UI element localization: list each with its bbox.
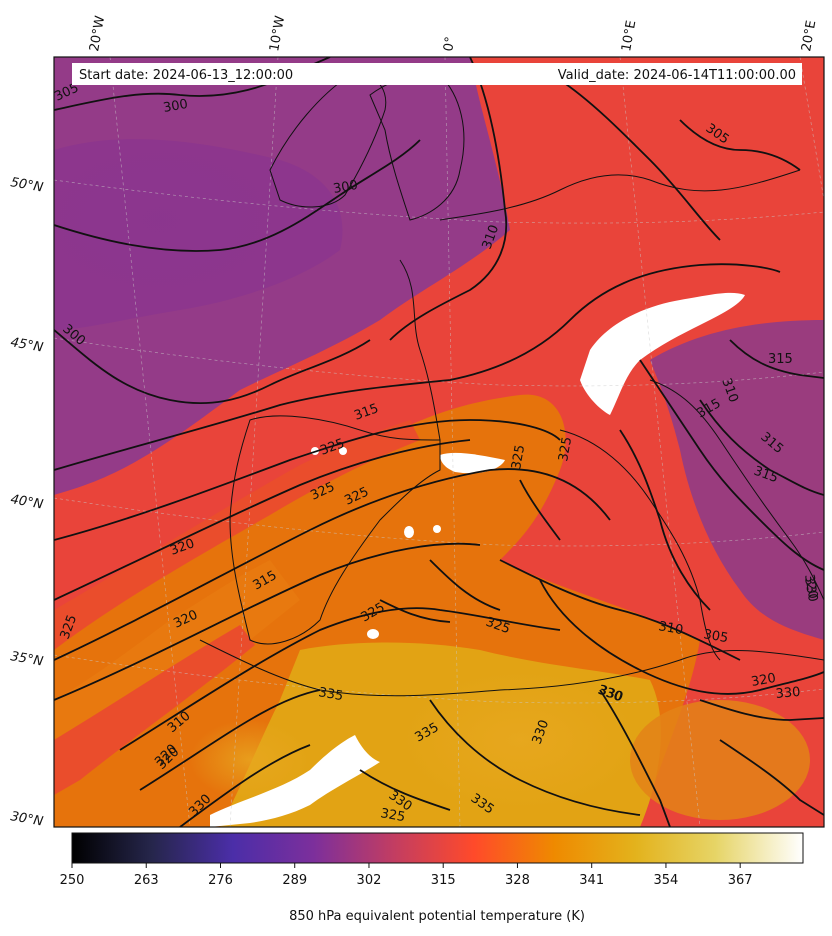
colorbar: 250 263 276 289 302 315 328 341 354 367 850 hPa e… [60, 832, 804, 924]
lon-label: 10°E [619, 19, 639, 52]
colorbar-gradient [71, 832, 804, 864]
contour-label: 325 [379, 806, 406, 825]
lat-label: 30°N [9, 809, 44, 830]
lon-label: 20°E [799, 19, 819, 52]
contour-label: 325 [556, 436, 575, 463]
contour-label: 335 [317, 685, 344, 704]
colorbar-tick-label: 328 [505, 873, 530, 888]
header-box [72, 63, 802, 85]
colorbar-tick-label: 250 [60, 873, 85, 888]
contour-label: 325 [509, 444, 528, 471]
lon-label: 10°W [267, 15, 288, 53]
longitude-labels: 20°W 10°W 0° 10°E 20°E [87, 15, 819, 53]
contour-label: 310 [657, 619, 684, 638]
lat-label: 50°N [9, 175, 44, 196]
contour-label: 315 [768, 352, 793, 367]
colorbar-tick-label: 302 [357, 873, 382, 888]
theta-e-field [54, 57, 824, 827]
contour-label: 300 [162, 97, 189, 116]
contour-label: 300 [332, 178, 359, 197]
colorbar-tick-label: 367 [728, 873, 753, 888]
valid-date: Valid_date: 2024-06-14T11:00:00.00 [558, 68, 796, 83]
contour-label: 330 [775, 685, 801, 702]
contour-label: 320 [750, 671, 777, 690]
contour-label: 305 [702, 627, 729, 646]
region-purple-east [650, 320, 824, 640]
colorbar-tick-label: 289 [282, 873, 307, 888]
map-frame [53, 56, 825, 828]
contour-label: 320 [801, 573, 820, 600]
lat-label: 45°N [9, 335, 44, 356]
lon-label: 20°W [87, 15, 108, 53]
lat-label: 40°N [9, 492, 44, 513]
colorbar-tick-label: 341 [579, 873, 604, 888]
lat-label: 35°N [9, 649, 44, 670]
theta-e-contours [54, 57, 824, 827]
colorbar-label: 850 hPa equivalent potential temperature… [289, 909, 585, 924]
start-date: Start date: 2024-06-13_12:00:00 [79, 68, 293, 83]
contour-labels: 305 300 300 300 310 305 315 325 325 325 … [52, 81, 820, 826]
colorbar-tick-label: 276 [208, 873, 233, 888]
masked-terrain [210, 292, 745, 827]
latitude-labels: 50°N 45°N 40°N 35°N 30°N [9, 175, 44, 830]
lon-label: 0° [441, 36, 458, 53]
colorbar-ticks: 250 263 276 289 302 315 328 341 354 367 [60, 863, 753, 888]
colorbar-tick-label: 354 [654, 873, 679, 888]
contour-label: 330 [801, 576, 820, 603]
colorbar-tick-label: 315 [431, 873, 456, 888]
colorbar-tick-label: 263 [134, 873, 159, 888]
